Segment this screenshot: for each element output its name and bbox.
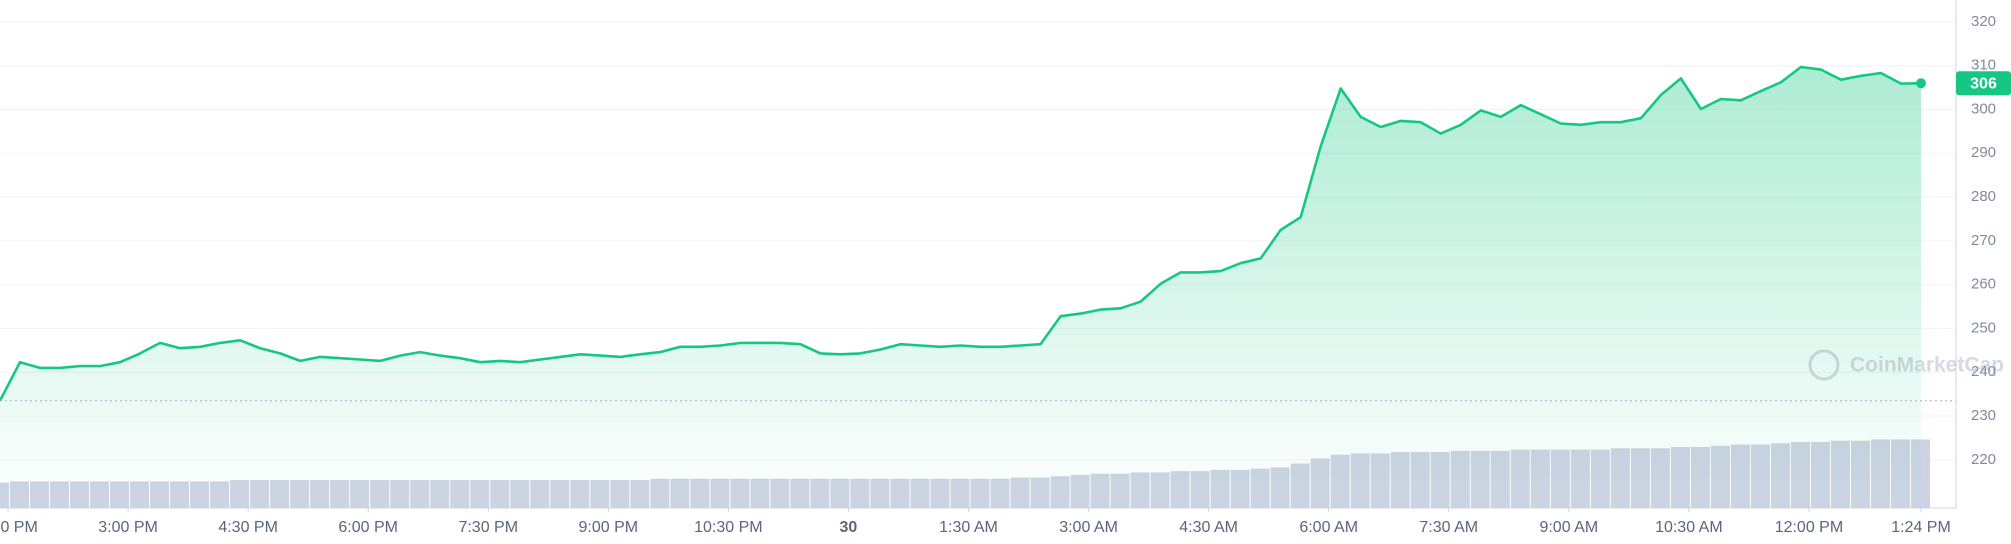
price-badge (1956, 71, 2011, 96)
watermark-logo (1808, 349, 1840, 381)
y-tick-label: 250 (1971, 319, 1996, 336)
price-badge-label: 306 (1970, 75, 1997, 92)
x-tick-label: 9:00 PM (579, 519, 639, 536)
x-tick-label: 12:00 PM (1775, 519, 1843, 536)
x-tick-label: 1:30 PM (0, 519, 38, 536)
x-tick-label: 30 (840, 519, 858, 536)
x-tick-label: 10:30 AM (1655, 519, 1723, 536)
x-tick-label: 6:00 PM (338, 519, 398, 536)
x-tick-label: 4:30 PM (218, 519, 278, 536)
x-tick-label: 6:00 AM (1299, 519, 1358, 536)
y-tick-label: 300 (1971, 100, 1996, 117)
x-tick-label: 1:24 PM (1891, 519, 1951, 536)
y-tick-label: 280 (1971, 188, 1996, 205)
x-tick-label: 10:30 PM (694, 519, 762, 536)
price-area (0, 67, 1921, 508)
y-tick-label: 240 (1971, 363, 1996, 380)
y-tick-label: 230 (1971, 407, 1996, 424)
x-tick-label: 3:00 AM (1059, 519, 1118, 536)
y-tick-label: 310 (1971, 57, 1996, 74)
y-tick-label: 220 (1971, 451, 1996, 468)
y-tick-label: 260 (1971, 276, 1996, 293)
y-tick-label: 270 (1971, 232, 1996, 249)
watermark: CoinMarketCap (1808, 349, 2004, 381)
y-tick-label: 290 (1971, 144, 1996, 161)
price-line (0, 65, 1956, 402)
x-tick-label: 9:00 AM (1539, 519, 1598, 536)
x-tick-label: 4:30 AM (1179, 519, 1238, 536)
x-tick-label: 7:30 PM (458, 519, 518, 536)
price-line (0, 65, 1922, 402)
y-tick-label: 320 (1971, 13, 1996, 30)
last-point (1916, 78, 1926, 89)
x-tick-label: 7:30 AM (1419, 519, 1478, 536)
watermark-text: CoinMarketCap (1850, 354, 2004, 377)
x-tick-label: 3:00 PM (98, 519, 158, 536)
x-tick-label: 1:30 AM (939, 519, 998, 536)
area (0, 67, 1921, 508)
